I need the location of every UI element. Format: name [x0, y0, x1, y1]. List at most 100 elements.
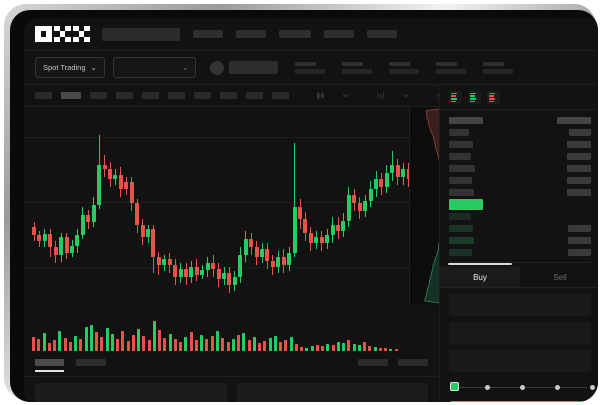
- okx-logo[interactable]: [35, 26, 90, 42]
- orders-actions: [348, 359, 439, 366]
- orderbook-mode-group: [440, 85, 598, 110]
- orderbook-mode-asks-icon[interactable]: [487, 91, 500, 104]
- search-input[interactable]: [102, 28, 180, 41]
- candle-body: [260, 249, 264, 257]
- orderbook-price: [567, 165, 591, 172]
- orderbook-price: [569, 129, 591, 136]
- orderbook-mode-both-icon[interactable]: [449, 91, 462, 104]
- volume-bar: [148, 340, 151, 351]
- total-field[interactable]: [449, 350, 591, 372]
- stat-24h-low: [436, 62, 466, 74]
- volume-bar: [290, 337, 293, 351]
- orderbook-header-row[interactable]: [449, 114, 591, 126]
- nav-item-4[interactable]: [324, 30, 354, 38]
- orderbook-ask-row[interactable]: [449, 150, 591, 162]
- timeframe-button-5[interactable]: [168, 92, 185, 99]
- amount-field[interactable]: [449, 322, 591, 344]
- orderbook-bid-row[interactable]: [449, 246, 591, 258]
- percent-slider-step-3[interactable]: [555, 385, 560, 390]
- indicators-icon[interactable]: [372, 91, 389, 100]
- volume-bar: [85, 327, 88, 351]
- candle-body: [379, 179, 383, 187]
- percent-slider-step-2[interactable]: [520, 385, 525, 390]
- candle-type-icon[interactable]: [312, 91, 329, 100]
- bottom-panel-right[interactable]: [237, 383, 429, 402]
- tab-order-history[interactable]: [76, 359, 106, 366]
- orderbook-price: [557, 117, 591, 124]
- orderbook-list[interactable]: [440, 110, 598, 258]
- trading-pair-dropdown[interactable]: ⌄: [113, 57, 196, 78]
- trading-app-screen: Spot Trading ⌄ ⌄: [24, 18, 598, 402]
- nav-item-1[interactable]: [193, 30, 223, 38]
- nav-item-5[interactable]: [367, 30, 397, 38]
- percent-slider-handle[interactable]: [450, 382, 459, 391]
- candle-body: [249, 239, 253, 247]
- orderbook-ask-row[interactable]: [449, 126, 591, 138]
- volume-bar: [58, 331, 61, 351]
- bottom-action-2[interactable]: [398, 359, 428, 366]
- candle-body: [184, 269, 188, 277]
- chevron-down-icon[interactable]: [337, 91, 354, 100]
- pair-name-label: [229, 61, 278, 74]
- price-field[interactable]: [449, 294, 591, 316]
- okx-logo-o: [35, 26, 52, 42]
- orderbook-ask-row[interactable]: [449, 186, 591, 198]
- volume-bar: [353, 344, 356, 351]
- chart-gridline-0: [24, 137, 439, 138]
- timeframe-button-2[interactable]: [90, 92, 107, 99]
- candle-body: [70, 246, 74, 253]
- timeframe-button-4[interactable]: [142, 92, 159, 99]
- volume-bar: [179, 342, 182, 351]
- place-order-button[interactable]: [449, 401, 591, 402]
- percent-slider[interactable]: [450, 382, 590, 392]
- percent-slider-step-1[interactable]: [485, 385, 490, 390]
- tab-sell[interactable]: Sell: [520, 267, 598, 287]
- nav-item-3[interactable]: [279, 30, 311, 38]
- bottom-action-1[interactable]: [358, 359, 388, 366]
- percent-slider-step-4[interactable]: [590, 385, 595, 390]
- orderbook-ask-row[interactable]: [449, 162, 591, 174]
- nav-item-2[interactable]: [236, 30, 266, 38]
- timeframe-button-8[interactable]: [246, 92, 263, 99]
- timeframe-button-6[interactable]: [194, 92, 211, 99]
- timeframe-button-1[interactable]: [61, 92, 81, 99]
- timeframe-button-0[interactable]: [35, 92, 52, 99]
- orderbook-bid-row[interactable]: [449, 234, 591, 246]
- volume-bar: [337, 342, 340, 351]
- volume-bar: [53, 340, 56, 351]
- bottom-panel-left[interactable]: [35, 383, 227, 402]
- stat-label: [389, 62, 410, 66]
- candle-body: [108, 169, 112, 179]
- orderbook-current-price-row[interactable]: [449, 198, 591, 210]
- volume-bar: [347, 340, 350, 351]
- candle-body: [103, 165, 107, 169]
- candle-body: [287, 253, 291, 265]
- orderbook-bid-row[interactable]: [449, 222, 591, 234]
- timeframe-button-9[interactable]: [272, 92, 289, 99]
- volume-bar: [321, 346, 324, 351]
- trading-mode-dropdown[interactable]: Spot Trading ⌄: [35, 57, 105, 78]
- volume-bar: [395, 349, 398, 351]
- volume-bar: [48, 343, 51, 351]
- chevron-down-icon[interactable]: [397, 91, 414, 100]
- orderbook-ask-row[interactable]: [449, 138, 591, 150]
- candle-body: [298, 207, 302, 219]
- volume-bar: [253, 337, 256, 351]
- volume-bar: [211, 336, 214, 351]
- tab-open-orders[interactable]: [35, 359, 64, 366]
- orderbook-mode-bids-icon[interactable]: [468, 91, 481, 104]
- volume-bar: [37, 339, 40, 351]
- volume-bar: [184, 337, 187, 351]
- timeframe-button-7[interactable]: [220, 92, 237, 99]
- volume-bar: [284, 340, 287, 351]
- candlestick-chart[interactable]: [24, 107, 439, 307]
- candle-body: [227, 273, 231, 285]
- timeframe-button-3[interactable]: [116, 92, 133, 99]
- orderbook-ask-row[interactable]: [449, 174, 591, 186]
- volume-bar: [311, 346, 314, 351]
- candle-body: [141, 225, 145, 237]
- stat-label: [436, 62, 457, 66]
- volume-bar: [316, 345, 319, 351]
- tab-buy[interactable]: Buy: [440, 267, 520, 287]
- orderbook-bid-row[interactable]: [449, 210, 591, 222]
